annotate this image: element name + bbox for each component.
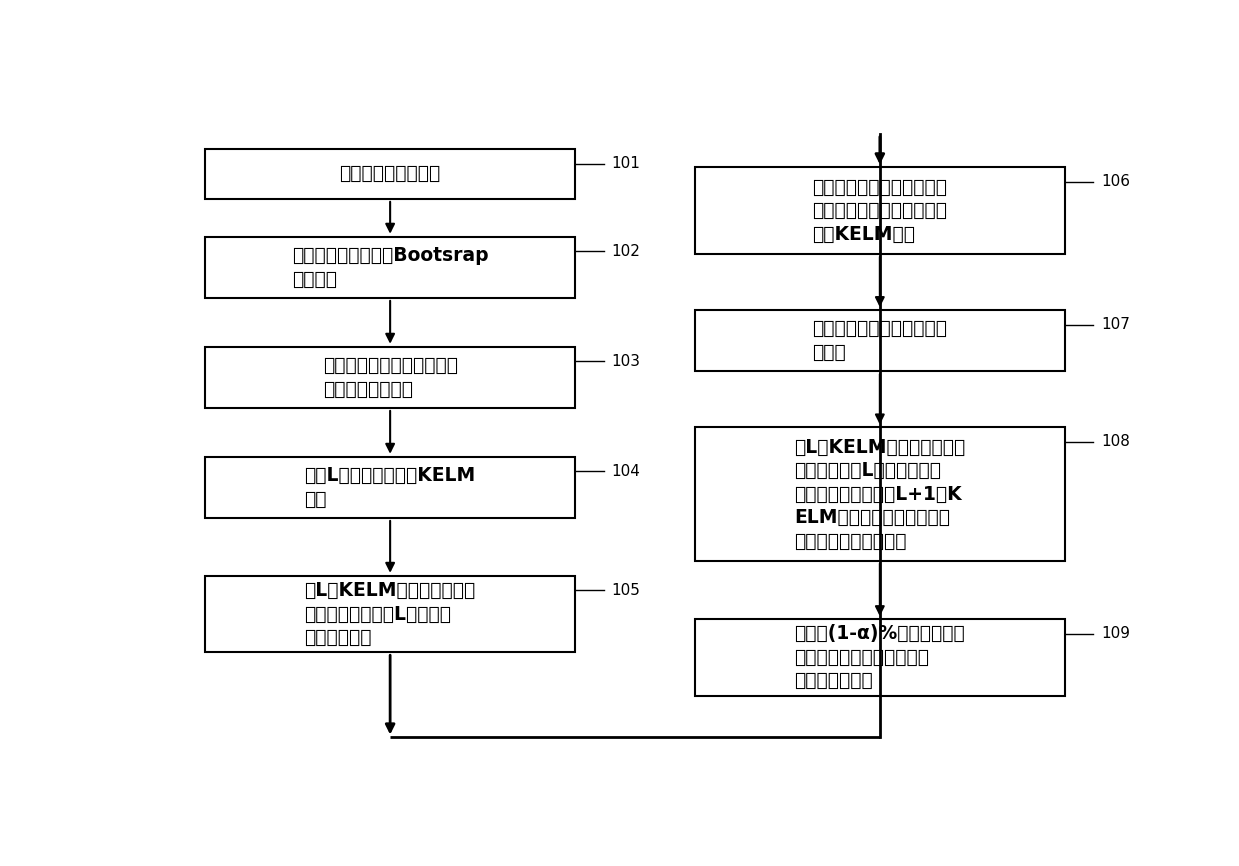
FancyBboxPatch shape [695,619,1064,695]
Text: 计算在(1-α)%置信水平上的
预测区间，并对预测结果进
行反归一化处理: 计算在(1-α)%置信水平上的 预测区间，并对预测结果进 行反归一化处理 [794,624,965,690]
FancyBboxPatch shape [695,310,1064,372]
FancyBboxPatch shape [695,427,1064,560]
FancyBboxPatch shape [695,167,1064,254]
Text: 训练L个顶层油温预测KELM
模型: 训练L个顶层油温预测KELM 模型 [305,466,476,508]
Text: 104: 104 [612,464,641,479]
Text: 用L个KELM模型对原始训练
集进行预测，求解L个模型的
平均值和方差: 用L个KELM模型对原始训练 集进行预测，求解L个模型的 平均值和方差 [305,581,476,647]
FancyBboxPatch shape [206,456,575,518]
Text: 103: 103 [612,354,641,369]
Text: 106: 106 [1101,174,1130,190]
FancyBboxPatch shape [206,346,575,408]
Text: 107: 107 [1101,317,1130,333]
Text: 以L个KELM模型对验证集进
行预测，计算L个模型的输出
平均值和方差，以第L+1个K
ELM模型对验证集顶层油温
观测噪声方差进行预测: 以L个KELM模型对验证集进 行预测，计算L个模型的输出 平均值和方差，以第L+… [794,437,965,551]
Text: 101: 101 [612,156,641,171]
Text: 105: 105 [612,583,641,598]
FancyBboxPatch shape [206,576,575,652]
Text: 获取验证集数据并进行归一
化处理: 获取验证集数据并进行归一 化处理 [813,320,948,362]
Text: 102: 102 [612,244,641,259]
FancyBboxPatch shape [206,149,575,199]
Text: 对原始实测数据集和子训练
集进行归一化处理: 对原始实测数据集和子训练 集进行归一化处理 [322,356,457,398]
FancyBboxPatch shape [206,236,575,298]
Text: 109: 109 [1101,626,1130,641]
Text: 108: 108 [1101,435,1130,449]
Text: 构造噪声方差预测模型的训
练集数据，并训练噪声方差
预测KELM模型: 构造噪声方差预测模型的训 练集数据，并训练噪声方差 预测KELM模型 [813,178,948,243]
Text: 获取原始实测数据集: 获取原始实测数据集 [339,165,441,184]
Text: 子训练集生成，采用Bootsrap
方法采样: 子训练集生成，采用Bootsrap 方法采样 [292,246,488,288]
